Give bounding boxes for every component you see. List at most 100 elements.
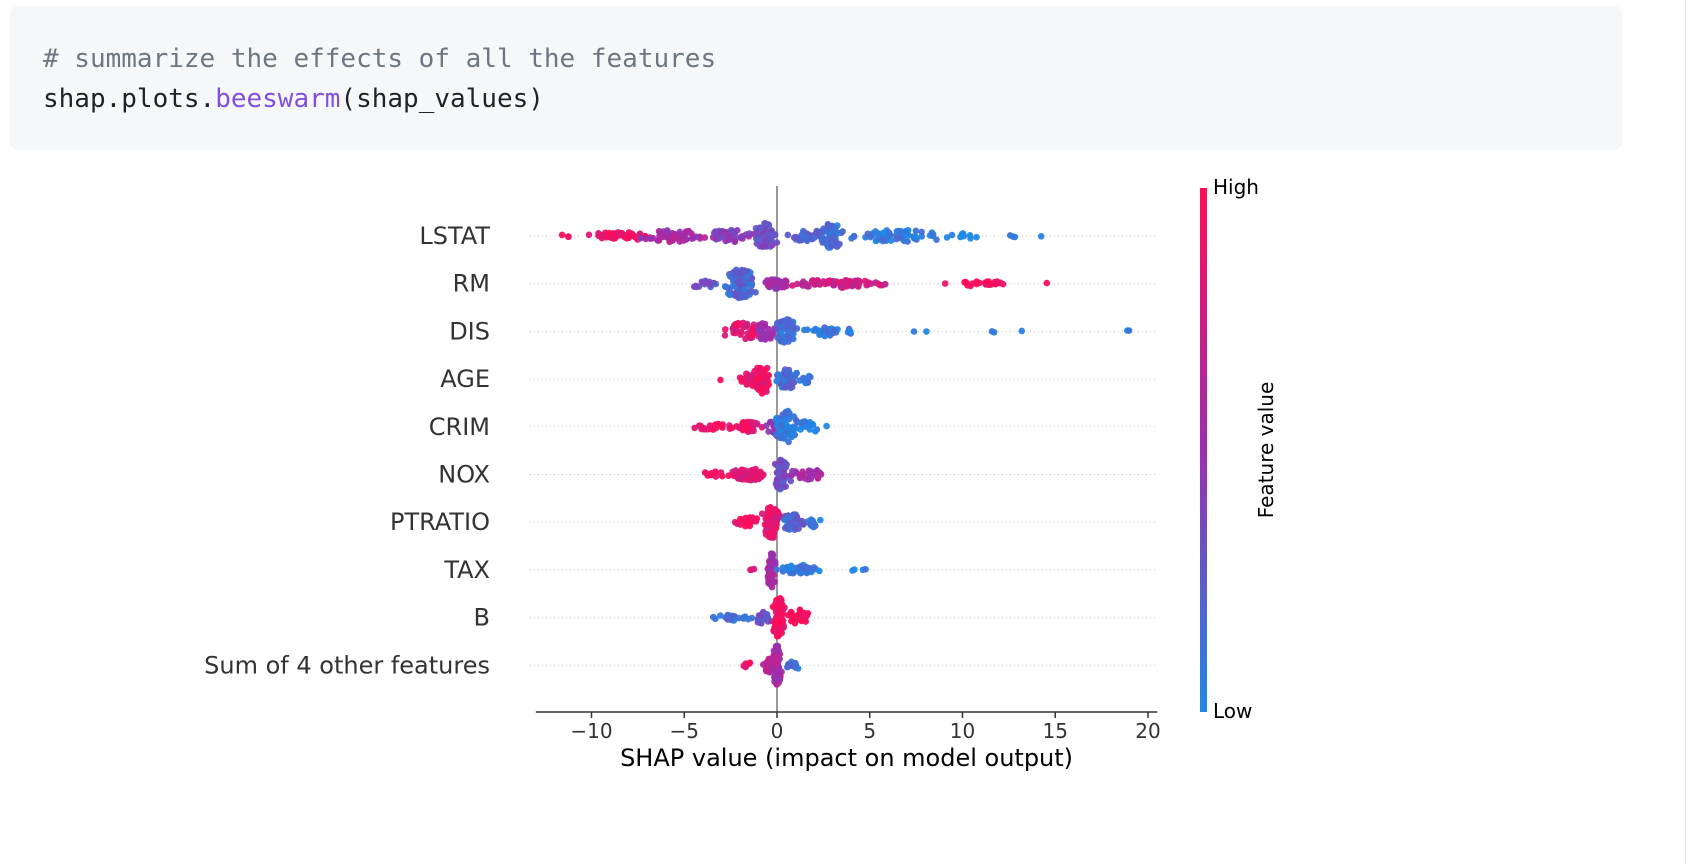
shap-dot <box>831 326 838 334</box>
shap-dot <box>712 280 720 288</box>
shap-dot <box>882 237 890 244</box>
shap-dot <box>737 515 744 523</box>
shap-dot <box>782 472 789 479</box>
shap-dot <box>718 422 725 430</box>
shap-dot <box>775 371 782 379</box>
shap-dot <box>776 318 784 326</box>
shap-dot <box>779 564 787 571</box>
colorbar-low-label: Low <box>1213 699 1252 723</box>
shap-dot <box>722 326 729 333</box>
shap-dot <box>877 236 885 244</box>
shap-dot <box>740 614 747 622</box>
shap-dot <box>774 658 781 666</box>
shap-dot <box>702 278 710 285</box>
shap-dot <box>797 563 805 570</box>
shap-dot <box>743 320 751 328</box>
shap-dot <box>777 283 785 291</box>
shap-dot <box>748 275 756 282</box>
shap-dot <box>941 280 949 287</box>
shap-dot <box>749 382 756 390</box>
shap-dot <box>1009 233 1017 240</box>
shap-dot <box>777 338 785 345</box>
shap-dot <box>773 676 780 683</box>
shap-dot <box>818 330 826 338</box>
shap-dot <box>798 617 805 625</box>
shap-dot <box>745 521 752 528</box>
shap-dot <box>1018 327 1026 335</box>
shap-dot <box>704 426 711 433</box>
feature-label: CRIM <box>429 413 490 441</box>
shap-dot <box>767 227 774 234</box>
shap-dot <box>731 238 739 246</box>
shap-dot <box>787 608 795 616</box>
shap-dot <box>933 236 940 243</box>
shap-dot <box>826 277 834 285</box>
shap-dot <box>879 229 887 237</box>
shap-dot <box>809 421 817 429</box>
shap-dot <box>782 384 789 391</box>
x-tick-label: 5 <box>863 719 876 743</box>
shap-dot <box>774 625 781 633</box>
shap-dot <box>719 233 727 241</box>
shap-dot <box>833 238 840 246</box>
shap-dot <box>784 231 792 239</box>
shap-dot <box>790 425 797 433</box>
shap-dot <box>999 280 1007 288</box>
shap-dot <box>839 228 846 235</box>
shap-dot <box>783 282 790 290</box>
shap-dot <box>785 426 792 434</box>
feature-label: NOX <box>438 461 490 489</box>
code-call-args: (shap_values) <box>340 84 544 114</box>
scrollbar-track[interactable] <box>1685 0 1686 864</box>
shap-dot <box>822 228 829 235</box>
shap-dot <box>803 233 811 240</box>
shap-dot <box>741 467 749 474</box>
shap-dot <box>733 268 741 276</box>
code-call: shap.plots.beeswarm(shap_values) <box>43 84 544 114</box>
shap-dot <box>778 614 785 621</box>
shap-dot <box>993 278 1001 285</box>
shap-dot <box>912 227 920 235</box>
shap-dot <box>605 229 613 237</box>
shap-dot <box>772 285 779 292</box>
shap-dot <box>966 232 974 239</box>
shap-dot <box>785 333 792 341</box>
shap-dot <box>781 516 788 524</box>
shap-dot <box>772 608 780 616</box>
shap-dot <box>773 477 781 484</box>
shap-dot <box>823 422 830 430</box>
shap-dot <box>760 384 767 392</box>
colorbar-high-label: High <box>1213 175 1259 199</box>
shap-dot <box>742 663 749 671</box>
shap-dot <box>728 226 735 234</box>
code-cell[interactable]: # summarize the effects of all the featu… <box>10 6 1622 150</box>
shap-dot <box>655 237 663 244</box>
shap-dot <box>772 664 780 672</box>
shap-dot <box>850 233 858 240</box>
shap-dot <box>789 467 796 475</box>
shap-dot <box>754 469 762 476</box>
shap-dot <box>712 468 719 476</box>
shap-dot <box>738 266 746 274</box>
shap-dot <box>771 519 778 526</box>
shap-dot <box>781 524 789 532</box>
shap-dot <box>747 331 755 339</box>
shap-dot <box>943 234 951 241</box>
shap-dot <box>732 292 740 300</box>
shap-dot <box>768 553 776 560</box>
feature-label: DIS <box>449 317 490 345</box>
shap-dot <box>861 277 869 285</box>
shap-dot <box>761 320 769 328</box>
shap-dot <box>846 277 854 285</box>
code-comment: # summarize the effects of all the featu… <box>43 44 717 74</box>
shap-dot <box>815 280 823 288</box>
shap-dot <box>812 327 819 334</box>
shap-dot <box>770 532 777 539</box>
shap-dot <box>748 288 755 295</box>
shap-dot <box>728 616 735 624</box>
shap-dot <box>948 231 956 239</box>
colorbar-title: Feature value <box>1254 382 1278 519</box>
shap-dot <box>800 278 807 286</box>
shap-dot <box>749 471 757 479</box>
